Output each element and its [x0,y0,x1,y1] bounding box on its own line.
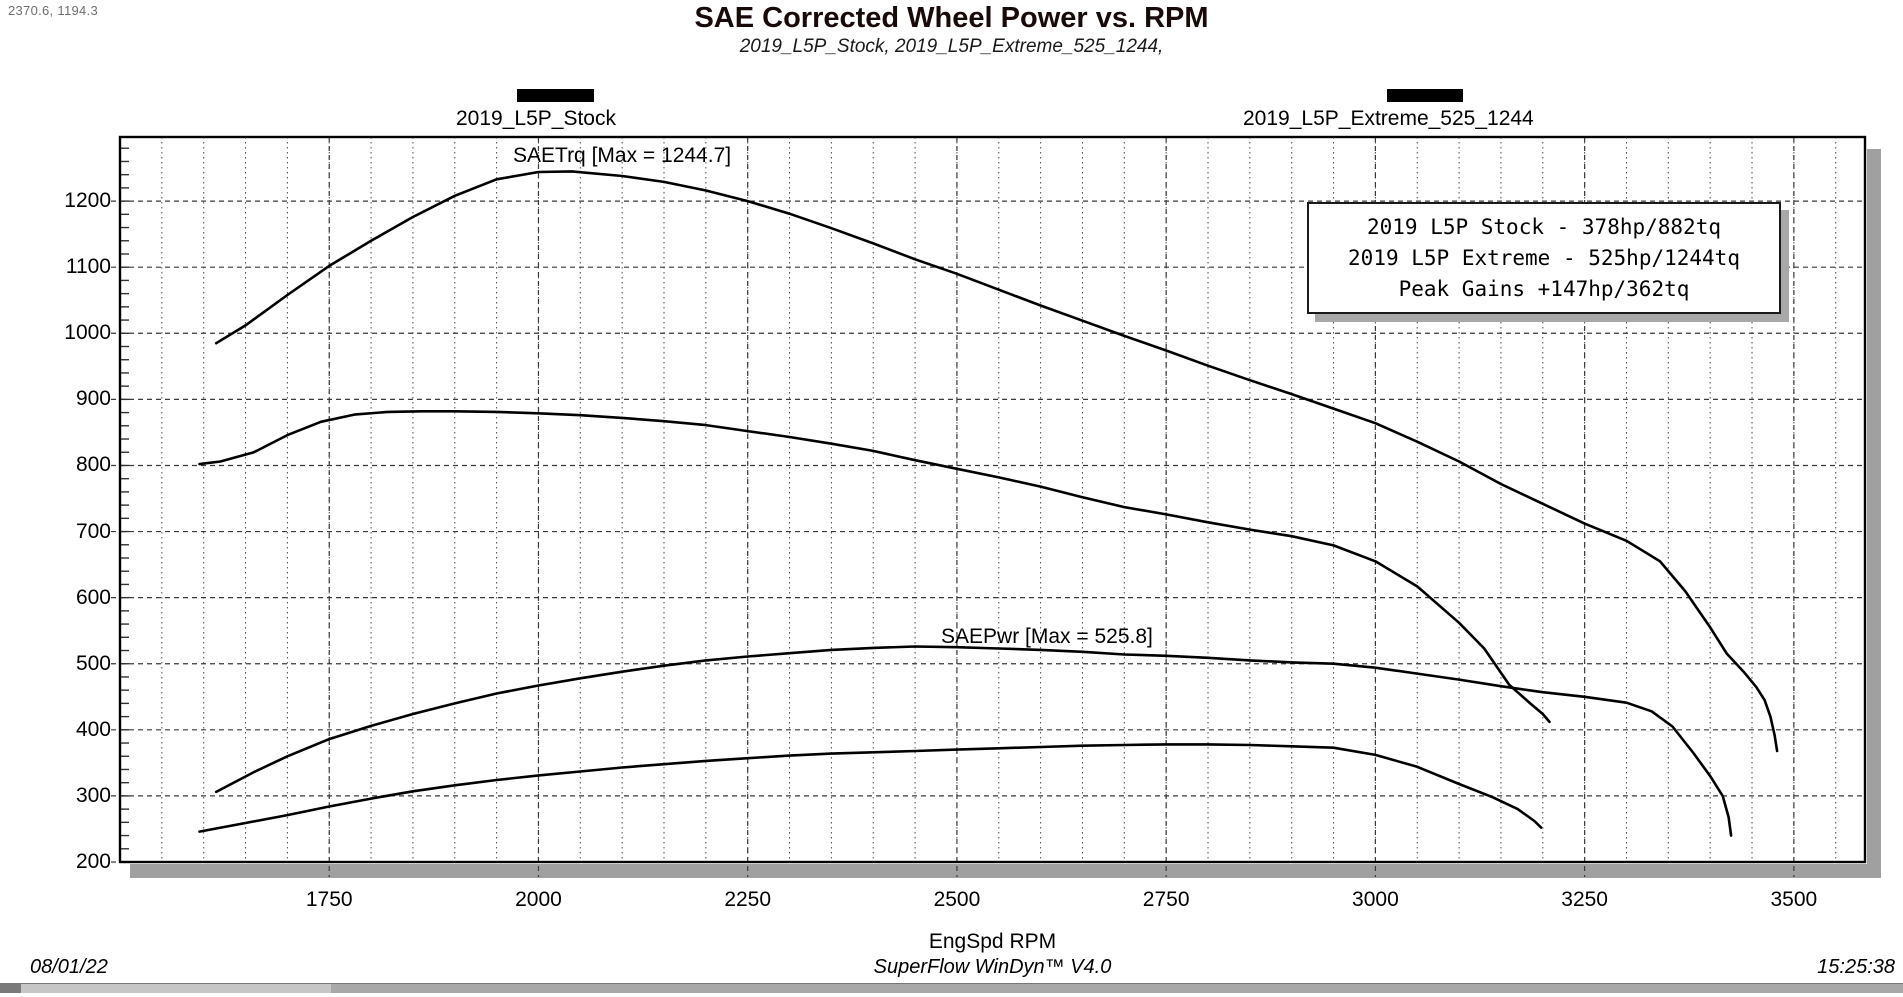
legend-swatch-extreme[interactable] [1387,89,1463,102]
y-tick-label: 1100 [65,255,111,279]
chart-title: SAE Corrected Wheel Power vs. RPM [694,2,1209,34]
footer-time: 15:25:38 [1817,956,1895,978]
x-tick-label: 3500 [1770,888,1818,911]
y-tick-label: 500 [75,651,111,675]
x-tick-label: 2750 [1142,888,1190,911]
y-tick-label: 200 [75,850,111,873]
y-tick-label: 700 [75,519,111,543]
result-line-extreme: 2019 L5P Extreme - 525hp/1244tq [1348,245,1740,270]
curve-saetrq-2019-l5p-stock [198,409,1551,724]
plot-frame [130,864,1877,878]
footer-date: 08/01/22 [30,956,108,978]
footer-app-version: SuperFlow WinDyn™ V4.0 [873,956,1112,978]
legend-label-stock[interactable]: 2019_L5P_Stock [456,107,616,130]
x-tick-label: 2250 [724,888,772,911]
curve-saetrq-2019-l5p-extreme-525-1244 [214,170,1779,753]
x-tick-label: 3000 [1352,888,1399,911]
x-tick-label: 2500 [933,888,981,911]
cursor-position-readout: 2370.6, 1194.3 [8,3,98,18]
scrollbar-left-button[interactable] [0,984,21,993]
torque-max-annotation: SAETrq [Max = 1244.7] [513,144,732,167]
legend-swatch-stock[interactable] [517,89,594,102]
chart-subtitle: 2019_L5P_Stock, 2019_L5P_Extreme_525_124… [739,36,1164,57]
y-tick-label: 400 [75,717,111,741]
plot-frame [118,135,1867,864]
result-line-gains: Peak Gains +147hp/362tq [1398,276,1690,301]
y-tick-label: 900 [75,387,111,411]
horizontal-scrollbar[interactable] [0,983,1903,993]
y-tick-label: 600 [75,585,111,609]
legend-label-extreme[interactable]: 2019_L5P_Extreme_525_1244 [1243,107,1534,130]
x-tick-label: 1750 [305,888,353,911]
x-axis-title: EngSpd RPM [928,930,1057,953]
curve-saepwr-2019-l5p-extreme-525-1244 [214,645,1733,837]
x-tick-label: 3250 [1561,888,1608,911]
result-line-stock: 2019 L5P Stock - 378hp/882tq [1366,214,1721,239]
plot-frame [1867,149,1881,878]
peak-results-box[interactable]: 2019 L5P Stock - 378hp/882tq 2019 L5P Ex… [1307,202,1781,314]
power-max-annotation: SAEPwr [Max = 525.8] [941,625,1153,648]
y-tick-label: 300 [75,783,111,807]
y-tick-label: 1000 [64,321,111,345]
y-tick-label: 1200 [64,189,111,213]
y-tick-label: 800 [75,453,111,477]
curve-saepwr-2019-l5p-stock [198,743,1543,833]
scrollbar-thumb[interactable] [21,984,331,993]
x-tick-label: 2000 [515,888,562,911]
